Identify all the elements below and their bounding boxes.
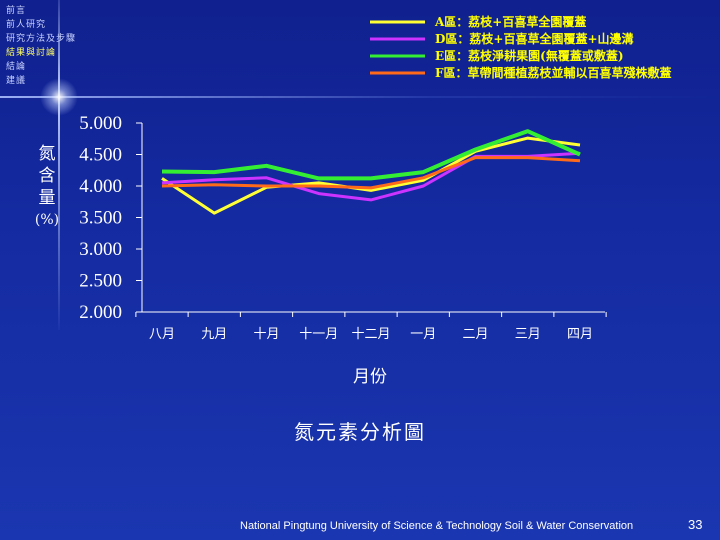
- nav-item-suggestions[interactable]: 建議: [6, 76, 27, 86]
- nav-item-results[interactable]: 結果與討論: [6, 48, 57, 58]
- y-tick-label: 5.000: [79, 113, 122, 134]
- legend-label: E區：荔枝淨耕果園(無覆蓋或敷蓋): [435, 48, 624, 63]
- nav-item-literature[interactable]: 前人研究: [6, 20, 47, 30]
- y-axis-label-char: 氮: [38, 144, 56, 164]
- y-axis-label-char: 含: [38, 166, 56, 186]
- legend-label: A區：荔枝+百喜草全園覆蓋: [434, 14, 586, 29]
- y-tick-label: 2.000: [79, 302, 122, 323]
- x-tick-label: 十一月: [299, 327, 338, 342]
- x-tick-label: 九月: [201, 327, 227, 342]
- page-number: 33: [688, 517, 703, 532]
- series-line: [161, 156, 581, 190]
- y-axis-label: 氮 含 量 (%): [30, 143, 64, 231]
- y-tick-label: 2.500: [79, 271, 122, 292]
- x-tick-label: 一月: [410, 327, 436, 342]
- nav-item-methods[interactable]: 研究方法及步驟: [6, 34, 77, 44]
- nav-item-intro[interactable]: 前言: [6, 6, 27, 16]
- y-tick-label: 4.000: [79, 176, 122, 197]
- footer-institution: National Pingtung University of Science …: [240, 520, 634, 532]
- x-tick-label: 十二月: [351, 327, 390, 342]
- legend-label: D區：荔枝+百喜草全園覆蓋+山邊溝: [435, 31, 634, 46]
- y-tick-label: 4.500: [79, 145, 122, 166]
- chart-axes: 5.000 4.500 4.000 3.500 3.000 2.500 2.000 八月 九月 十…: [79, 113, 607, 342]
- y-tick-label: 3.000: [79, 239, 122, 260]
- nav-item-conclusion[interactable]: 結論: [6, 62, 27, 72]
- y-tick-label: 3.500: [79, 208, 122, 229]
- series-line: [161, 136, 581, 215]
- chart-legend: A區：荔枝+百喜草全園覆蓋 D區：荔枝+百喜草全園覆蓋+山邊溝 E區：荔枝淨耕果園(…: [370, 14, 672, 80]
- decor-horizontal-line: [0, 96, 720, 98]
- chart-series: [161, 129, 581, 215]
- chart-title: 氮元素分析圖: [294, 420, 426, 444]
- section-nav: 前言 前人研究 研究方法及步驟 結果與討論 結論 建議: [6, 4, 76, 88]
- x-tick-label: 四月: [567, 327, 593, 342]
- x-tick-label: 三月: [515, 327, 541, 342]
- legend-label: F區：草帶間種植荔枝並輔以百喜草殘株敷蓋: [435, 65, 672, 80]
- series-line: [161, 129, 581, 181]
- x-tick-label: 十月: [253, 327, 279, 342]
- y-axis-unit: (%): [34, 212, 60, 228]
- y-axis-label-char: 量: [38, 188, 56, 208]
- x-tick-label: 八月: [149, 327, 175, 342]
- x-axis-label: 月份: [353, 367, 387, 387]
- x-tick-label: 二月: [462, 327, 488, 342]
- decor-vertical-line: [58, 0, 60, 330]
- decor-glow: [40, 78, 78, 116]
